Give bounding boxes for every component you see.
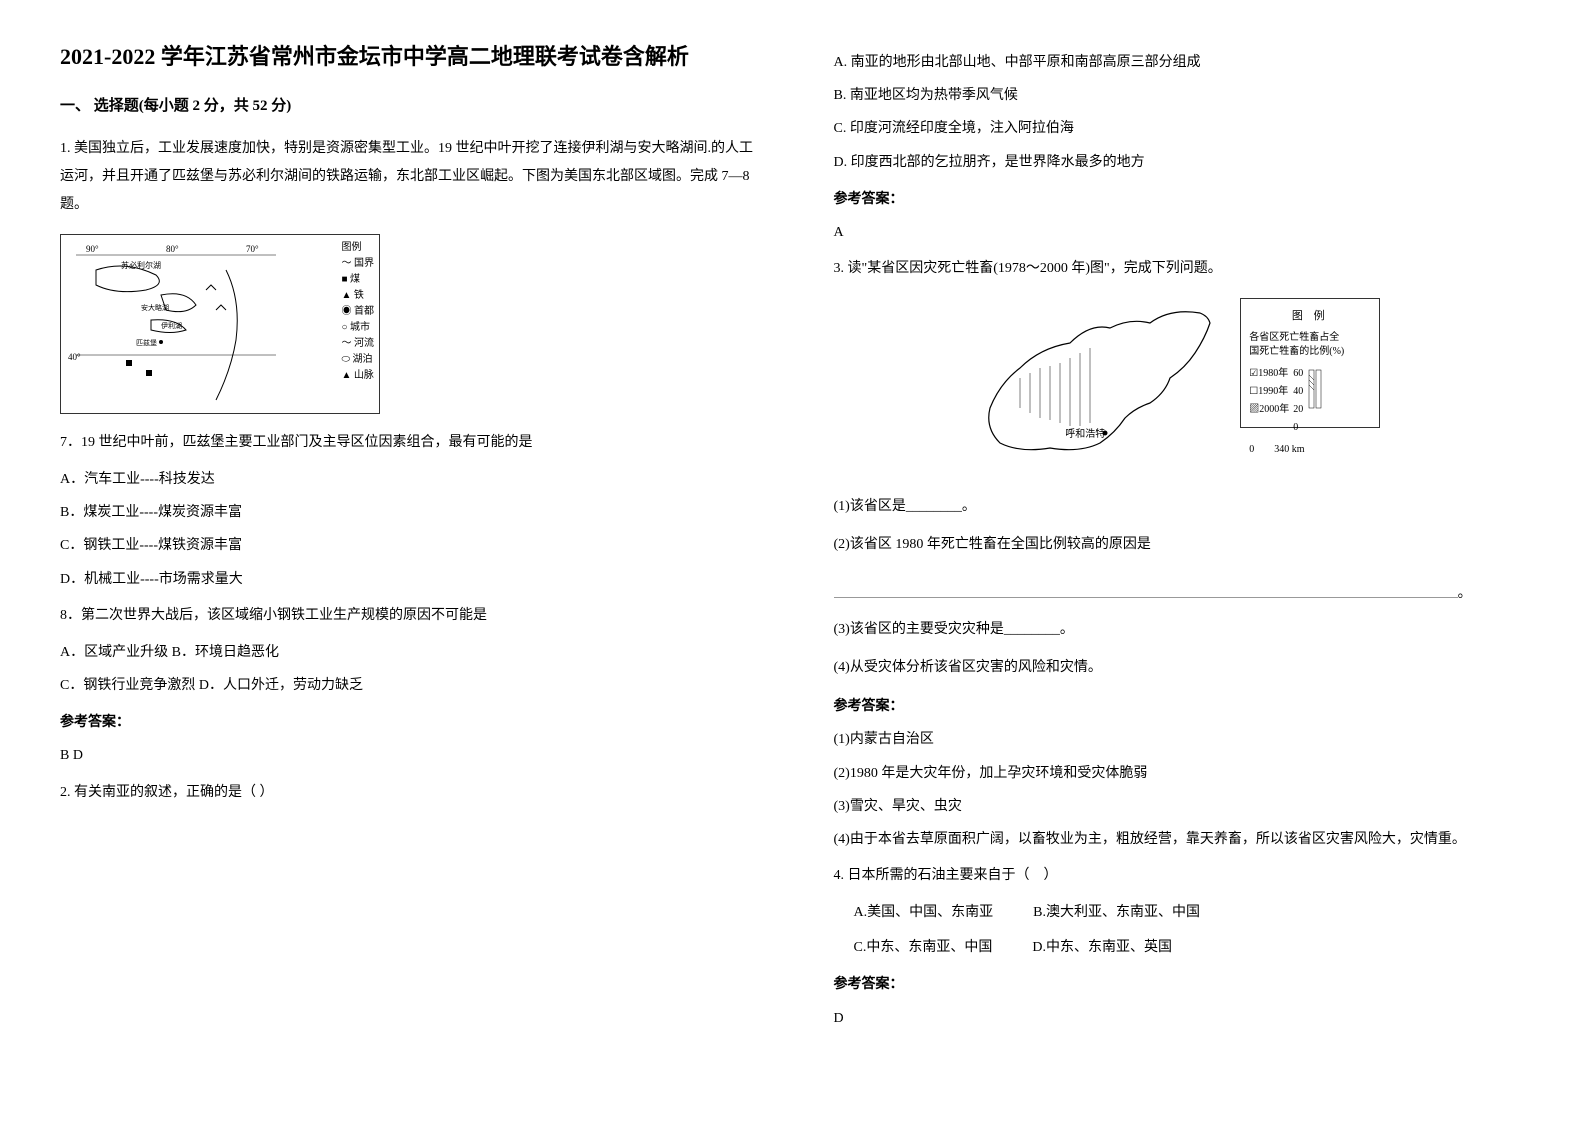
legend-bar-icon	[1307, 365, 1327, 410]
legend-title: 图 例	[1249, 307, 1371, 327]
q4-answer-label: 参考答案：	[834, 972, 1528, 997]
q1-map-svg: 90° 80° 70° 40° 苏必利尔湖 安大略湖 伊利湖 匹兹堡	[66, 240, 286, 410]
scale-60: 60	[1293, 365, 1303, 383]
q3-ans4: (4)由于本省去草原面积广阔，以畜牧业为主，粗放经营，靠天养畜，所以该省区灾害风…	[834, 827, 1528, 852]
option-a: A.美国、中国、东南亚	[854, 900, 994, 925]
svg-text:90°: 90°	[86, 244, 99, 254]
option-cd: C．钢铁行业竞争激烈 D．人口外迁，劳动力缺乏	[60, 673, 754, 698]
svg-text:80°: 80°	[166, 244, 179, 254]
q4-options-row2: C.中东、东南亚、中国 D.中东、东南亚、英国	[854, 935, 1528, 960]
option-a: A. 南亚的地形由北部山地、中部平原和南部高原三部分组成	[834, 50, 1528, 75]
blank-line	[834, 577, 1458, 598]
svg-text:匹兹堡: 匹兹堡	[136, 338, 157, 347]
year-2000: ▨2000年	[1249, 401, 1289, 419]
scale-bar: 0 340 km	[1249, 441, 1371, 459]
option-b: B. 南亚地区均为热带季风气候	[834, 83, 1528, 108]
legend-item: ○ 城市	[342, 320, 375, 336]
legend-desc: 国死亡牲畜的比例(%)	[1249, 345, 1371, 359]
scale-20: 20	[1293, 401, 1303, 419]
q1-answer: B D	[60, 743, 754, 768]
svg-text:安大略湖: 安大略湖	[141, 303, 169, 312]
q1-sub7-options: A．汽车工业----科技发达 B．煤炭工业----煤炭资源丰富 C．钢铁工业--…	[60, 467, 754, 592]
option-c: C．钢铁工业----煤铁资源丰富	[60, 533, 754, 558]
q4-stem: 4. 日本所需的石油主要来自于（ ）	[834, 862, 1528, 890]
q3-ans3: (3)雪灾、旱灾、虫灾	[834, 794, 1528, 819]
legend-year-labels: ☑1980年 ☐1990年 ▨2000年	[1249, 365, 1289, 437]
legend-item: ～ 河流	[342, 336, 375, 352]
svg-text:苏必利尔湖: 苏必利尔湖	[121, 260, 161, 270]
q4-options-row1: A.美国、中国、东南亚 B.澳大利亚、东南亚、中国	[854, 900, 1528, 925]
q1-sub8-options: A．区域产业升级 B．环境日趋恶化 C．钢铁行业竞争激烈 D．人口外迁，劳动力缺…	[60, 640, 754, 698]
left-column: 2021-2022 学年江苏省常州市金坛市中学高二地理联考试卷含解析 一、 选择…	[60, 40, 754, 1039]
svg-text:伊利湖: 伊利湖	[161, 321, 182, 330]
option-ab: A．区域产业升级 B．环境日趋恶化	[60, 640, 754, 665]
svg-text:70°: 70°	[246, 244, 259, 254]
city-label: 呼和浩特	[1065, 426, 1105, 444]
q3-sub4: (4)从受灾体分析该省区灾害的风险和灾情。	[834, 654, 1528, 682]
q2-stem: 2. 有关南亚的叙述，正确的是（ ）	[60, 779, 754, 807]
legend-desc: 各省区死亡牲畜占全	[1249, 331, 1371, 345]
section-1-heading: 一、 选择题(每小题 2 分，共 52 分)	[60, 93, 754, 120]
right-column: A. 南亚的地形由北部山地、中部平原和南部高原三部分组成 B. 南亚地区均为热带…	[834, 40, 1528, 1039]
year-1980: ☑1980年	[1249, 365, 1289, 383]
q4-answer: D	[834, 1006, 1528, 1031]
q3-map-outline: 呼和浩特	[970, 298, 1230, 468]
legend-title: 图例	[342, 240, 375, 256]
q1-legend: 图例 ～ 国界 ■ 煤 ▲ 铁 ◉ 首都 ○ 城市 ～ 河流 ⬭ 湖泊 ▲ 山脉	[342, 240, 375, 384]
legend-item: ～ 国界	[342, 256, 375, 272]
q3-ans1: (1)内蒙古自治区	[834, 727, 1528, 752]
option-c: C. 印度河流经印度全境，注入阿拉伯海	[834, 116, 1528, 141]
legend-item: ◉ 首都	[342, 304, 375, 320]
option-d: D. 印度西北部的乞拉朋齐，是世界降水最多的地方	[834, 150, 1528, 175]
document-title: 2021-2022 学年江苏省常州市金坛市中学高二地理联考试卷含解析	[60, 40, 754, 73]
q1-sub7: 7．19 世纪中叶前，匹兹堡主要工业部门及主导区位因素组合，最有可能的是	[60, 429, 754, 457]
q3-sub3: (3)该省区的主要受灾灾种是________。	[834, 616, 1528, 644]
q3-legend: 图 例 各省区死亡牲畜占全 国死亡牲畜的比例(%) ☑1980年 ☐1990年 …	[1240, 298, 1380, 428]
scale-0: 0	[1293, 419, 1303, 437]
legend-item: ■ 煤	[342, 272, 375, 288]
q3-map-figure: 呼和浩特 图 例 各省区死亡牲畜占全 国死亡牲畜的比例(%) ☑1980年 ☐1…	[970, 298, 1390, 478]
q2-answer-label: 参考答案：	[834, 187, 1528, 212]
scale-40: 40	[1293, 383, 1303, 401]
option-d: D．机械工业----市场需求量大	[60, 567, 754, 592]
q3-answer-label: 参考答案：	[834, 694, 1528, 719]
option-c: C.中东、东南亚、中国	[854, 935, 993, 960]
q3-sub2: (2)该省区 1980 年死亡牲畜在全国比例较高的原因是	[834, 531, 1528, 559]
option-d: D.中东、东南亚、英国	[1032, 935, 1172, 960]
q3-sub1: (1)该省区是________。	[834, 493, 1528, 521]
legend-item: ▲ 山脉	[342, 368, 375, 384]
q2-answer: A	[834, 220, 1528, 245]
q1-sub8: 8．第二次世界大战后，该区域缩小钢铁工业生产规模的原因不可能是	[60, 602, 754, 630]
q3-ans2: (2)1980 年是大灾年份，加上孕灾环境和受灾体脆弱	[834, 761, 1528, 786]
blank-suffix: 。	[1458, 581, 1472, 606]
q3-stem: 3. 读"某省区因灾死亡牲畜(1978～2000 年)图"，完成下列问题。	[834, 255, 1528, 283]
legend-scale-values: 60 40 20 0	[1293, 365, 1303, 437]
option-b: B.澳大利亚、东南亚、中国	[1033, 900, 1200, 925]
q1-intro: 1. 美国独立后，工业发展速度加快，特别是资源密集型工业。19 世纪中叶开挖了连…	[60, 135, 754, 219]
q1-answer-label: 参考答案：	[60, 710, 754, 735]
option-b: B．煤炭工业----煤炭资源丰富	[60, 500, 754, 525]
q2-options: A. 南亚的地形由北部山地、中部平原和南部高原三部分组成 B. 南亚地区均为热带…	[834, 50, 1528, 175]
svg-text:40°: 40°	[68, 352, 81, 362]
q1-map-figure: 90° 80° 70° 40° 苏必利尔湖 安大略湖 伊利湖 匹兹堡	[60, 234, 380, 414]
option-a: A．汽车工业----科技发达	[60, 467, 754, 492]
year-1990: ☐1990年	[1249, 383, 1289, 401]
legend-item: ⬭ 湖泊	[342, 352, 375, 368]
legend-item: ▲ 铁	[342, 288, 375, 304]
